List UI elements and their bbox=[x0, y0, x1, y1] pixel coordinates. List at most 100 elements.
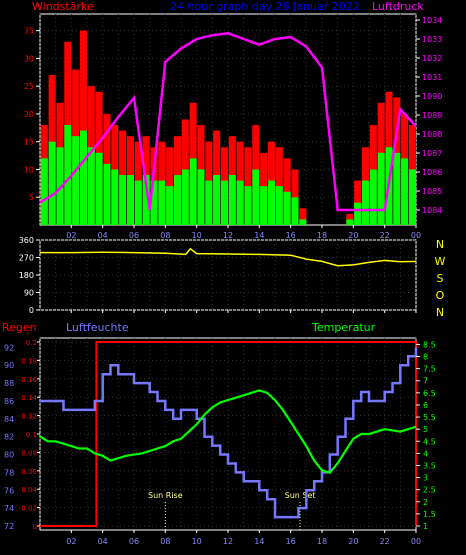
wind-pressure-panel: Windstärke 24 hour graph day 28 Januar 2… bbox=[24, 0, 443, 240]
compass-label: N bbox=[436, 306, 444, 319]
direction-y-tick-label: 270 bbox=[19, 254, 34, 263]
temperature-y-tick-label: 7.5 bbox=[423, 365, 436, 374]
temperature-y-tick-label: 4.5 bbox=[423, 437, 436, 446]
direction-y-tick-label: 90 bbox=[24, 289, 34, 298]
temperature-y-tick-label: 5.5 bbox=[423, 413, 436, 422]
humidity-label: Luftfeuchte bbox=[66, 321, 129, 334]
temperature-y-tick-label: 2 bbox=[423, 498, 428, 507]
gust-bar bbox=[103, 163, 111, 225]
wind-pressure-title: 24 hour graph day 28 Januar 2022 bbox=[170, 0, 360, 13]
temperature-y-tick-label: 6.5 bbox=[423, 389, 436, 398]
humidity-y-tick-label: 74 bbox=[4, 504, 14, 513]
rain-y-tick-label: 0.14 bbox=[21, 394, 37, 402]
gust-bar bbox=[377, 152, 385, 225]
gust-bar bbox=[291, 197, 299, 225]
temperature-series bbox=[39, 389, 417, 474]
gust-bar bbox=[64, 125, 72, 225]
pressure-y-tick-label: 1031 bbox=[422, 73, 442, 82]
x-tick-label: 06 bbox=[129, 231, 139, 240]
pressure-y-tick-label: 1085 bbox=[422, 187, 442, 196]
gust-bar bbox=[244, 186, 252, 225]
temperature-line bbox=[39, 389, 417, 474]
humidity-y-ticks: 72 74 76 78 80 82 84 86 88 90 92 bbox=[4, 343, 14, 531]
gust-bar bbox=[408, 169, 416, 225]
rain-y-tick-label: 0.04 bbox=[21, 486, 37, 494]
gust-bar bbox=[150, 180, 158, 225]
pressure-y-tick-label: 1086 bbox=[422, 168, 442, 177]
temperature-y-tick-label: 1 bbox=[423, 522, 428, 531]
pressure-label: Luftdruck bbox=[372, 0, 424, 13]
temperature-y-tick-label: 5 bbox=[423, 425, 428, 434]
wind-y-ticks: 5 10 15 20 25 30 35 bbox=[24, 27, 40, 202]
gust-bar bbox=[283, 191, 291, 225]
gust-bar bbox=[72, 136, 80, 225]
x-tick-label: 14 bbox=[254, 537, 264, 546]
rain-label: Regen bbox=[2, 321, 37, 334]
temperature-label: Temperatur bbox=[311, 321, 376, 334]
rain-y-tick-label: 0 bbox=[33, 523, 37, 531]
compass-label: W bbox=[435, 255, 446, 268]
rain-y-tick-label: 0.18 bbox=[21, 357, 37, 365]
compass-label: S bbox=[437, 272, 444, 285]
gust-bar bbox=[111, 169, 119, 225]
pressure-y-tick-label: 1034 bbox=[422, 16, 442, 25]
rain-y-tick-label: 0.1 bbox=[26, 431, 37, 439]
wind-y-tick-label: 20 bbox=[24, 110, 34, 119]
wind-bar bbox=[79, 30, 87, 225]
gust-bar bbox=[48, 141, 56, 225]
humidity-y-tick-label: 84 bbox=[4, 415, 14, 424]
temperature-y-tick-label: 1.5 bbox=[423, 510, 436, 519]
direction-y-ticks: 0 90 180 270 360 bbox=[19, 236, 40, 315]
rain-humidity-temp-panel: Regen Luftfeuchte Temperatur Sun Rise Sun… bbox=[2, 321, 436, 546]
compass-label: O bbox=[436, 289, 445, 302]
temperature-y-tick-label: 3.5 bbox=[423, 461, 436, 470]
x-tick-label: 10 bbox=[192, 231, 202, 240]
climate-x-ticks: 02 04 06 08 10 12 14 16 18 20 22 00 bbox=[66, 530, 421, 546]
wind-y-tick-label: 10 bbox=[24, 165, 34, 174]
x-tick-label: 06 bbox=[129, 537, 139, 546]
wind-pressure-x-ticks: 02 04 06 08 10 12 14 16 18 20 22 00 bbox=[66, 225, 421, 240]
direction-x-ticks bbox=[70, 310, 417, 313]
x-tick-label: 08 bbox=[160, 231, 170, 240]
humidity-y-tick-label: 92 bbox=[4, 343, 14, 352]
temperature-y-tick-label: 8.5 bbox=[423, 340, 436, 349]
gust-bar bbox=[220, 180, 228, 225]
sun-markers: Sun Rise Sun Set bbox=[148, 491, 316, 530]
x-tick-label: 18 bbox=[317, 231, 327, 240]
x-tick-label: 02 bbox=[66, 231, 76, 240]
temperature-y-tick-label: 2.5 bbox=[423, 486, 436, 495]
gust-bar bbox=[126, 175, 134, 225]
humidity-y-tick-label: 90 bbox=[4, 361, 14, 370]
x-tick-label: 00 bbox=[411, 231, 421, 240]
temperature-y-tick-label: 6 bbox=[423, 401, 428, 410]
gust-series bbox=[40, 125, 416, 225]
rain-series bbox=[40, 341, 417, 527]
rain-y-tick-label: 0.06 bbox=[21, 468, 37, 476]
pressure-y-tick-label: 1090 bbox=[422, 92, 442, 101]
wind-y-tick-label: 30 bbox=[24, 54, 34, 63]
x-tick-label: 22 bbox=[380, 231, 390, 240]
x-tick-label: 00 bbox=[411, 537, 421, 546]
temperature-y-tick-label: 3 bbox=[423, 474, 428, 483]
rain-y-ticks: 0 0.02 0.04 0.06 0.08 0.1 0.12 0.14 0.16 0.18 0.2 bbox=[21, 339, 40, 531]
gust-bar bbox=[401, 158, 409, 225]
humidity-y-tick-label: 80 bbox=[4, 451, 14, 460]
direction-grid bbox=[39, 239, 417, 311]
wind-y-tick-label: 25 bbox=[24, 82, 34, 91]
humidity-y-tick-label: 82 bbox=[4, 433, 14, 442]
humidity-line bbox=[40, 347, 418, 519]
gust-bar bbox=[213, 175, 221, 225]
temperature-y-tick-label: 8 bbox=[423, 353, 428, 362]
x-tick-label: 08 bbox=[160, 537, 170, 546]
wind-y-tick-label: 35 bbox=[24, 27, 34, 36]
direction-line bbox=[40, 247, 417, 267]
gust-bar bbox=[267, 180, 275, 225]
x-tick-label: 18 bbox=[317, 537, 327, 546]
climate-grid bbox=[39, 338, 417, 530]
temperature-y-tick-label: 7 bbox=[423, 377, 428, 386]
pressure-y-tick-label: 1084 bbox=[422, 206, 442, 215]
wind-label: Windstärke bbox=[32, 0, 94, 13]
